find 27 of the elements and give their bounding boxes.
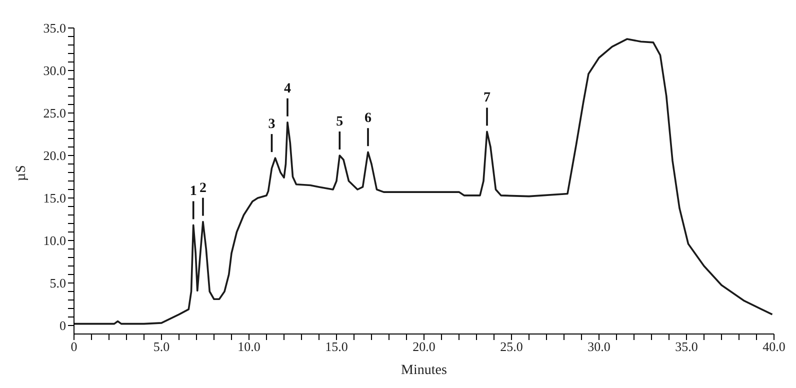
line-series: [74, 38, 774, 325]
y-tick-label: 25.0: [43, 106, 66, 121]
y-tick-label: 30.0: [43, 63, 66, 78]
annotation: 1: [190, 184, 197, 200]
x-axis-title: Minutes: [401, 363, 447, 378]
annotation: 2: [199, 180, 206, 196]
x-tick-label: 30.0: [588, 339, 610, 354]
x-tick-label: 20.0: [412, 339, 436, 354]
y-axis-title: µS: [14, 165, 29, 181]
y-tick-label: 15.0: [43, 190, 66, 206]
annotation: 6: [364, 111, 372, 126]
x-tick-label: 5.0: [153, 339, 170, 354]
y-tick-label: 20.0: [43, 148, 66, 164]
y-tick-label: 0: [60, 318, 66, 334]
annotation: 3: [268, 117, 276, 132]
x-tick-label: 40.0: [762, 339, 786, 354]
x-tick-label: 15.0: [325, 339, 348, 354]
x-tick-label: 35.0: [675, 339, 698, 354]
annotation: 7: [484, 90, 490, 106]
annotation: 4: [284, 81, 291, 96]
y-tick-label: 35.0: [43, 20, 66, 36]
x-tick-label: 25.0: [500, 339, 523, 354]
y-tick-label: 10.0: [43, 233, 66, 248]
y-tick-label: 5.0: [50, 276, 66, 291]
x-tick-label: 0: [70, 339, 78, 354]
annotation: 5: [336, 114, 344, 130]
x-tick-label: 10.0: [238, 339, 260, 354]
